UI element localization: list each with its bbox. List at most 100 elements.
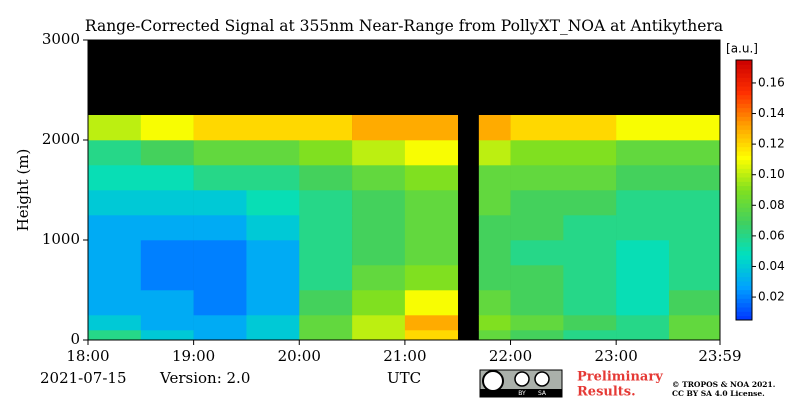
badge-sa: SA bbox=[538, 390, 547, 397]
heatmap-cell bbox=[563, 240, 617, 266]
badge-strip bbox=[480, 389, 562, 397]
heatmap-cell bbox=[668, 140, 721, 166]
colorbar-segment bbox=[736, 94, 752, 100]
heatmap-cell bbox=[478, 140, 511, 166]
colorbar-segment bbox=[736, 272, 752, 278]
copyright-line-2: CC BY SA 4.0 License. bbox=[672, 389, 765, 398]
heatmap-cell bbox=[510, 165, 564, 191]
heatmap-cell bbox=[88, 240, 142, 266]
heatmap-cell bbox=[404, 115, 459, 141]
colorbar-segment bbox=[736, 185, 752, 191]
license-badge: BY SA bbox=[479, 369, 563, 398]
x-axis-label: UTC bbox=[387, 369, 421, 387]
heatmap-cell bbox=[478, 265, 511, 291]
colorbar-segment bbox=[736, 246, 752, 252]
heatmap-cell bbox=[616, 165, 670, 191]
heatmap-cell bbox=[478, 315, 511, 331]
colorbar-tick-label: 0.06 bbox=[758, 228, 785, 242]
cc-icon bbox=[482, 370, 504, 392]
colorbar-segment bbox=[736, 138, 752, 143]
version: Version: 2.0 bbox=[159, 369, 250, 387]
heatmap-cell bbox=[616, 115, 670, 141]
heatmap-cell bbox=[246, 265, 300, 291]
preliminary-line-2: Results. bbox=[577, 385, 636, 400]
colorbar-segment bbox=[736, 73, 752, 78]
plot-frame bbox=[87, 39, 721, 341]
heatmap-cell bbox=[299, 115, 353, 141]
heatmap-cell bbox=[88, 165, 142, 191]
colorbar-segment bbox=[736, 285, 752, 291]
colorbar-segment bbox=[736, 263, 752, 269]
colorbar-segment bbox=[736, 250, 752, 256]
colorbar-segment bbox=[736, 233, 752, 239]
heatmap-cell bbox=[193, 290, 247, 316]
heatmap-cell bbox=[193, 315, 247, 331]
heatmap-cell bbox=[668, 330, 721, 341]
heatmap-cell bbox=[352, 215, 406, 241]
heatmap-cell bbox=[510, 115, 564, 141]
heatmap-cell bbox=[478, 240, 511, 266]
heatmap-cell bbox=[193, 190, 247, 216]
chart-title: Range-Corrected Signal at 355nm Near-Ran… bbox=[85, 17, 723, 35]
heatmap-cell bbox=[88, 330, 142, 341]
heatmap-cell bbox=[668, 115, 721, 141]
colorbar-segment bbox=[736, 181, 752, 187]
heatmap-cell bbox=[668, 165, 721, 191]
heatmap-cell bbox=[404, 290, 459, 316]
colorbar-segment bbox=[736, 259, 752, 265]
colorbar-segment bbox=[736, 155, 752, 161]
heatmap-cell bbox=[352, 265, 406, 291]
heatmap-cell bbox=[404, 140, 459, 166]
heatmap-cell bbox=[299, 290, 353, 316]
heatmap-cell bbox=[668, 240, 721, 266]
heatmap-cell bbox=[352, 315, 406, 331]
colorbar-segment bbox=[736, 64, 752, 70]
colorbar-segment bbox=[736, 142, 752, 148]
y-axis-label: Height (m) bbox=[14, 149, 32, 232]
heatmap-cell bbox=[193, 115, 247, 141]
heatmap-cell bbox=[563, 330, 617, 341]
colorbar-segment bbox=[736, 211, 752, 217]
heatmap-cell bbox=[193, 140, 247, 166]
colorbar-segment bbox=[736, 302, 752, 308]
heatmap-cell bbox=[140, 240, 194, 266]
heatmap-cell bbox=[563, 140, 617, 166]
colorbar-segment bbox=[736, 107, 752, 113]
heatmap-cell bbox=[299, 215, 353, 241]
colorbar-tick-label: 0.08 bbox=[758, 198, 785, 212]
colorbar-segment bbox=[736, 198, 752, 204]
heatmap-cell bbox=[510, 330, 564, 341]
colorbar-segment bbox=[736, 81, 752, 87]
colorbar-segment bbox=[736, 77, 752, 83]
heatmap-cell bbox=[616, 290, 670, 316]
x-tick-label: 23:00 bbox=[595, 347, 638, 365]
by-icon bbox=[514, 371, 530, 387]
heatmap-cell bbox=[299, 330, 353, 341]
colorbar-segment bbox=[736, 255, 752, 260]
heatmap-cell bbox=[478, 190, 511, 216]
heatmap-cell bbox=[140, 330, 194, 341]
colorbar-segment bbox=[736, 116, 752, 122]
colorbar-tick-label: 0.10 bbox=[758, 167, 785, 181]
colorbar-segment bbox=[736, 190, 752, 195]
x-tick-label: 19:00 bbox=[172, 347, 215, 365]
heatmap-cell bbox=[88, 215, 142, 241]
y-tick-label: 2000 bbox=[42, 130, 80, 148]
colorbar-segment bbox=[736, 216, 752, 221]
heatmap-cell bbox=[140, 215, 194, 241]
colorbar-segment bbox=[736, 146, 752, 152]
colorbar-segment bbox=[736, 242, 752, 247]
date: 2021-07-15 bbox=[40, 369, 126, 387]
heatmap-cell bbox=[88, 315, 142, 331]
heatmap-cell bbox=[616, 330, 670, 341]
heatmap-cell bbox=[510, 315, 564, 331]
heatmap-cell bbox=[246, 330, 300, 341]
colorbar-tick-label: 0.16 bbox=[758, 75, 785, 89]
heatmap-cell bbox=[563, 215, 617, 241]
heatmap-cell bbox=[246, 190, 300, 216]
colorbar-segment bbox=[736, 99, 752, 104]
heatmap-cell bbox=[404, 265, 459, 291]
heatmap-cell bbox=[668, 190, 721, 216]
heatmap-cell bbox=[563, 115, 617, 141]
